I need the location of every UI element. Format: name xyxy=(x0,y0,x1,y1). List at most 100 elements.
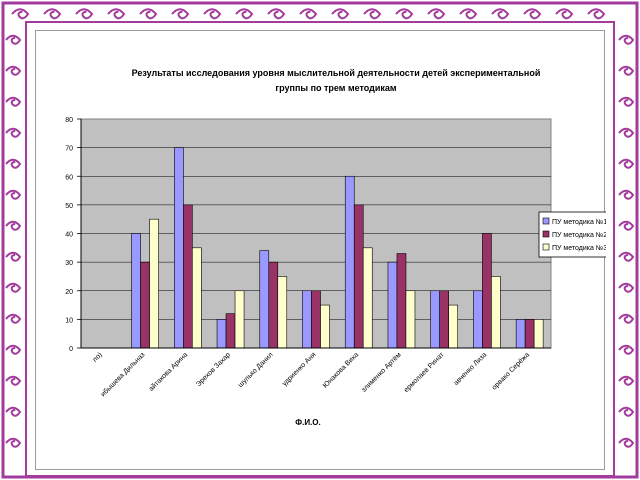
legend-swatch xyxy=(542,217,550,225)
bar-1-10 xyxy=(473,290,483,349)
y-tick-label: 40 xyxy=(65,232,73,239)
x-axis: ло)ибышева Дильназ айтакова Арина Эрехов З… xyxy=(81,347,551,399)
legend: ПУ методика №1 ПУ методика №2 ПУ методика … xyxy=(538,211,606,258)
border-swirl-top xyxy=(267,8,286,20)
border-swirl-top xyxy=(491,8,510,20)
border-swirl-top xyxy=(587,8,606,20)
y-tick-label: 70 xyxy=(65,146,73,153)
border-swirl-top xyxy=(107,8,126,20)
border-swirl-top xyxy=(523,8,542,20)
border-swirl-left xyxy=(5,313,22,324)
border-swirl-top xyxy=(363,8,382,20)
border-swirl-left xyxy=(5,282,22,293)
border-swirl-left xyxy=(5,158,22,169)
bar-1-8 xyxy=(387,261,398,349)
bar-3-3 xyxy=(192,247,202,349)
border-swirl-left xyxy=(5,127,22,138)
x-tick-label: орвако Серёжа xyxy=(491,351,531,391)
chart-title-line-2: группы по трем методикам xyxy=(275,83,397,93)
x-tick-label: ибышева Дильназ xyxy=(99,351,147,399)
x-tick-label: авченко Лиза xyxy=(453,351,489,387)
bar-chart: Результаты исследования уровня мыслитель… xyxy=(65,68,606,427)
border-swirl-right xyxy=(618,251,635,262)
border-swirl-left xyxy=(5,437,22,448)
border-inner-line xyxy=(25,21,615,477)
legend-entry: ПУ методика №1 xyxy=(552,219,606,226)
border-swirl-left xyxy=(5,189,22,200)
bar-1-11 xyxy=(515,319,526,349)
border-swirl-right xyxy=(618,344,635,355)
bar-1-4 xyxy=(216,319,227,349)
bars-group xyxy=(131,147,544,349)
border-swirl-left xyxy=(5,96,22,107)
border-swirl-left xyxy=(5,220,22,231)
x-tick-label: ло) xyxy=(91,351,103,363)
y-tick-label: 20 xyxy=(65,289,73,296)
y-tick-label: 50 xyxy=(65,203,73,210)
border-swirl-top xyxy=(139,8,158,20)
legend-box xyxy=(538,211,606,258)
bar-2-5 xyxy=(268,261,279,349)
border-swirl-top xyxy=(395,8,414,20)
border-swirl-right xyxy=(618,96,635,107)
bar-1-9 xyxy=(430,290,440,349)
legend-entry: ПУ методика №3 xyxy=(552,245,606,252)
y-tick-label: 80 xyxy=(65,117,73,124)
bar-2-9 xyxy=(439,290,449,349)
border-swirl-right xyxy=(618,127,635,138)
legend-swatch xyxy=(542,230,550,238)
bar-2-7 xyxy=(353,204,364,349)
border-swirl-top xyxy=(171,8,190,20)
y-tick-label: 0 xyxy=(69,346,73,353)
border-swirl-top xyxy=(75,8,94,20)
border-swirl-right xyxy=(618,282,635,293)
bar-3-11 xyxy=(533,319,544,349)
bar-3-4 xyxy=(234,290,245,349)
border-swirl-left xyxy=(5,375,22,386)
border-swirl-right xyxy=(618,313,635,324)
x-tick-label: удриенко Аня xyxy=(281,351,317,387)
border-swirl-right xyxy=(618,406,635,417)
border-swirl-right xyxy=(618,220,635,231)
border-swirl-top xyxy=(235,8,254,20)
border-swirl-top xyxy=(203,8,222,20)
legend-entry: ПУ методика №2 xyxy=(552,232,606,239)
border-swirl-right xyxy=(618,158,635,169)
bar-2-3 xyxy=(183,204,193,349)
bar-2-6 xyxy=(311,290,321,349)
border-swirl-left xyxy=(5,34,22,45)
border-swirl-right xyxy=(618,65,635,76)
border-swirl-right xyxy=(618,437,635,448)
bar-3-9 xyxy=(448,304,458,349)
bar-3-10 xyxy=(491,276,501,349)
bar-2-2 xyxy=(140,261,150,349)
x-axis-label: Ф.И.О. xyxy=(295,418,320,427)
border-swirl-top xyxy=(299,8,318,20)
border-swirl-left xyxy=(5,406,22,417)
border-swirl-top xyxy=(331,8,350,20)
x-tick-label: злименко Артём xyxy=(360,351,403,394)
border-swirl-right xyxy=(618,189,635,200)
bar-2-4 xyxy=(225,313,236,349)
x-tick-label: ермолаев Ринат xyxy=(403,351,446,394)
bar-3-8 xyxy=(405,290,416,349)
border-swirl-left xyxy=(5,65,22,76)
bar-1-2 xyxy=(131,233,141,349)
border-swirl-top xyxy=(11,8,30,20)
bar-3-6 xyxy=(320,304,330,349)
y-tick-label: 30 xyxy=(65,260,73,267)
bar-1-7 xyxy=(344,175,355,349)
border-swirl-right xyxy=(618,34,635,45)
bar-2-11 xyxy=(524,319,535,349)
bar-1-3 xyxy=(174,147,184,349)
border-swirl-top xyxy=(427,8,446,20)
bar-1-5 xyxy=(259,250,270,349)
border-swirl-top xyxy=(43,8,62,20)
bar-3-7 xyxy=(362,247,373,349)
legend-swatch xyxy=(542,243,550,251)
border-swirl-left xyxy=(5,251,22,262)
border-swirl-right xyxy=(618,375,635,386)
border-swirl-top xyxy=(459,8,478,20)
x-tick-label: айтакова Арина xyxy=(147,351,189,393)
